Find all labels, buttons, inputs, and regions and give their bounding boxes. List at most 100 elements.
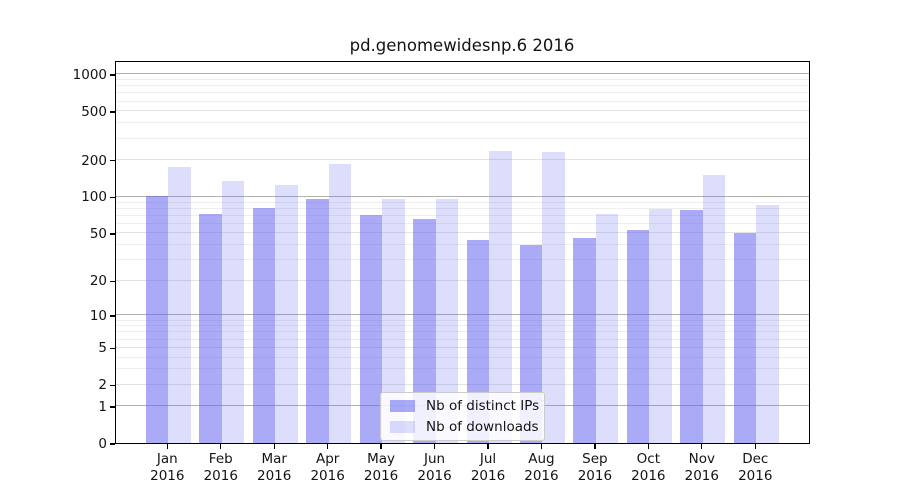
y-tick-mark <box>110 196 115 199</box>
grid-line <box>116 356 809 358</box>
legend-swatch-downloads <box>390 421 415 433</box>
y-axis-tick-label: 1 <box>98 398 107 415</box>
x-tick-mark <box>220 444 222 449</box>
x-axis-tick-label: Feb 2016 <box>203 451 238 484</box>
x-tick-mark <box>326 444 329 449</box>
y-axis-tick-label: 20 <box>89 273 107 290</box>
y-axis-tick-label: 1000 <box>72 66 107 83</box>
y-tick-mark <box>110 384 115 386</box>
bar-distinct-ips <box>306 199 329 443</box>
grid-line <box>116 368 809 370</box>
grid-line <box>116 319 809 321</box>
bar-distinct-ips <box>359 215 383 443</box>
bar-downloads <box>382 199 405 443</box>
y-axis-tick-label: 500 <box>81 103 107 120</box>
bar-downloads <box>649 208 672 443</box>
x-axis-tick-label: May 2016 <box>363 451 399 484</box>
bar-downloads <box>328 163 352 443</box>
bar-downloads <box>168 166 191 443</box>
grid-line <box>116 214 809 216</box>
y-tick-mark <box>110 160 115 162</box>
y-tick-mark <box>110 74 115 76</box>
grid-line <box>116 325 809 327</box>
y-tick-mark <box>110 406 115 408</box>
x-axis-tick-label: Jan 2016 <box>150 451 185 484</box>
x-tick-mark <box>647 444 650 449</box>
x-tick-mark <box>540 444 543 449</box>
y-tick-mark <box>110 443 115 445</box>
y-axis-tick-label: 5 <box>98 340 107 357</box>
bar-distinct-ips <box>252 208 276 443</box>
bar-downloads <box>275 184 298 443</box>
y-tick-mark <box>110 347 115 349</box>
grid-line <box>116 244 809 246</box>
x-axis-tick-label: Nov 2016 <box>684 451 719 484</box>
x-axis-tick-label: Sep 2016 <box>577 451 613 484</box>
x-axis-tick-label: Dec 2016 <box>738 451 773 484</box>
x-axis-tick-label: Apr 2016 <box>310 451 345 484</box>
x-axis-tick-label: Jun 2016 <box>417 451 452 484</box>
x-tick-mark <box>701 444 703 449</box>
grid-line <box>116 79 809 81</box>
grid-line <box>116 92 809 94</box>
y-tick-mark <box>110 111 115 113</box>
bar-distinct-ips <box>733 232 757 443</box>
grid-line <box>116 338 809 340</box>
x-axis-tick-label: Mar 2016 <box>257 451 292 484</box>
x-axis-tick-label: Oct 2016 <box>631 451 666 484</box>
legend-label: Nb of downloads <box>426 419 539 435</box>
bar-distinct-ips <box>413 219 436 443</box>
legend-item: Nb of downloads <box>390 420 539 434</box>
y-axis-tick-label: 10 <box>89 307 107 324</box>
grid-line <box>116 201 809 203</box>
legend: Nb of distinct IPs Nb of downloads <box>380 392 545 441</box>
bar-distinct-ips <box>626 229 650 443</box>
x-tick-mark <box>380 444 382 449</box>
x-tick-mark <box>166 444 168 449</box>
bar-downloads <box>702 175 726 443</box>
grid-line <box>116 73 809 75</box>
y-axis-tick-label: 0 <box>98 436 107 452</box>
x-tick-mark <box>487 444 489 449</box>
grid-line <box>116 100 809 102</box>
x-tick-mark <box>433 444 436 449</box>
bar-distinct-ips <box>145 196 169 443</box>
bar-distinct-ips <box>573 238 596 443</box>
bar-distinct-ips <box>199 213 222 443</box>
grid-line <box>116 110 809 112</box>
grid-line <box>116 259 809 261</box>
grid-line <box>116 346 809 348</box>
bar-distinct-ips <box>680 210 703 443</box>
bar-downloads <box>542 152 565 443</box>
x-tick-mark <box>594 444 596 449</box>
grid-line <box>116 122 809 124</box>
legend-label: Nb of distinct IPs <box>426 398 540 414</box>
y-axis-tick-label: 100 <box>81 189 107 206</box>
x-axis-tick-label: Jul 2016 <box>470 451 506 484</box>
bar-downloads <box>595 213 619 443</box>
grid-line <box>116 314 809 316</box>
grid-line <box>116 331 809 333</box>
x-tick-mark <box>754 444 756 449</box>
bar-downloads <box>435 199 459 443</box>
grid-line <box>116 279 809 281</box>
grid-line <box>116 159 809 161</box>
grid-line <box>116 222 809 224</box>
chart-title: pd.genomewidesnp.6 2016 <box>349 36 575 55</box>
x-tick-mark <box>273 444 275 449</box>
y-tick-mark <box>110 280 115 283</box>
legend-item: Nb of distinct IPs <box>390 399 539 413</box>
grid-line <box>116 207 809 209</box>
y-axis-tick-label: 200 <box>81 152 107 169</box>
y-tick-mark <box>110 315 115 317</box>
grid-line <box>116 85 809 87</box>
bar-downloads <box>756 205 779 443</box>
grid-line <box>116 232 809 234</box>
grid-line <box>116 137 809 139</box>
grid-line <box>116 383 809 385</box>
legend-swatch-distinct-ips <box>390 400 415 412</box>
y-tick-mark <box>110 233 115 235</box>
y-axis-tick-label: 2 <box>98 377 107 394</box>
grid-line <box>116 195 809 197</box>
